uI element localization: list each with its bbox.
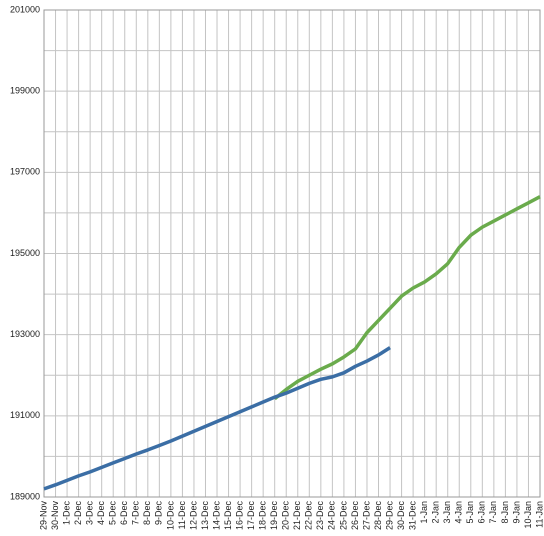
y-tick-label: 193000: [10, 329, 40, 339]
x-tick-label: 25-Dec: [338, 501, 348, 531]
x-tick-label: 6-Jan: [477, 501, 487, 524]
x-tick-label: 18-Dec: [258, 501, 268, 531]
x-tick-label: 20-Dec: [281, 501, 291, 531]
x-tick-label: 31-Dec: [407, 501, 417, 531]
x-tick-label: 1-Jan: [419, 501, 429, 524]
x-tick-label: 9-Dec: [154, 501, 164, 526]
x-tick-label: 19-Dec: [269, 501, 279, 531]
x-tick-label: 24-Dec: [327, 501, 337, 531]
y-tick-label: 191000: [10, 410, 40, 420]
x-tick-label: 2-Jan: [431, 501, 441, 524]
x-tick-label: 5-Dec: [108, 501, 118, 526]
x-tick-label: 2-Dec: [73, 501, 83, 526]
x-tick-label: 7-Jan: [488, 501, 498, 524]
x-tick-label: 12-Dec: [188, 501, 198, 531]
x-tick-label: 7-Dec: [131, 501, 141, 526]
plot-border: [43, 9, 541, 498]
x-tick-label: 15-Dec: [223, 501, 233, 531]
x-tick-label: 28-Dec: [373, 501, 383, 531]
x-tick-label: 10-Jan: [523, 501, 533, 529]
x-tick-label: 11-Dec: [177, 501, 187, 530]
x-tick-label: 6-Dec: [119, 501, 129, 526]
x-tick-label: 9-Jan: [511, 501, 521, 524]
x-tick-label: 5-Jan: [465, 501, 475, 524]
x-tick-label: 3-Dec: [85, 501, 95, 526]
x-tick-label: 23-Dec: [315, 501, 325, 531]
series-line: [43, 346, 391, 491]
x-tick-label: 1-Dec: [61, 501, 71, 526]
x-tick-label: 10-Dec: [165, 501, 175, 531]
x-tick-label: 16-Dec: [234, 501, 244, 531]
x-tick-label: 17-Dec: [246, 501, 256, 531]
y-tick-label: 199000: [10, 86, 40, 96]
x-tick-label: 27-Dec: [361, 501, 371, 531]
x-tick-label: 3-Jan: [442, 501, 452, 524]
x-tick-label: 13-Dec: [200, 501, 210, 531]
x-tick-label: 21-Dec: [292, 501, 302, 531]
x-tick-label: 26-Dec: [350, 501, 360, 531]
x-tick-label: 4-Dec: [96, 501, 106, 526]
series-line: [273, 195, 541, 401]
x-tick-label: 8-Jan: [500, 501, 510, 524]
y-tick-label: 189000: [10, 491, 40, 501]
x-tick-label: 30-Nov: [50, 501, 60, 531]
y-tick-label: 197000: [10, 167, 40, 177]
x-tick-label: 14-Dec: [211, 501, 221, 531]
y-tick-label: 195000: [10, 248, 40, 258]
x-tick-label: 29-Nov: [38, 501, 48, 531]
y-tick-label: 201000: [10, 4, 40, 14]
x-tick-label: 30-Dec: [396, 501, 406, 531]
x-tick-label: 8-Dec: [142, 501, 152, 526]
x-tick-label: 11-Jan: [534, 501, 544, 528]
x-tick-label: 22-Dec: [304, 501, 314, 531]
x-tick-label: 4-Jan: [454, 501, 464, 524]
x-tick-label: 29-Dec: [384, 501, 394, 531]
